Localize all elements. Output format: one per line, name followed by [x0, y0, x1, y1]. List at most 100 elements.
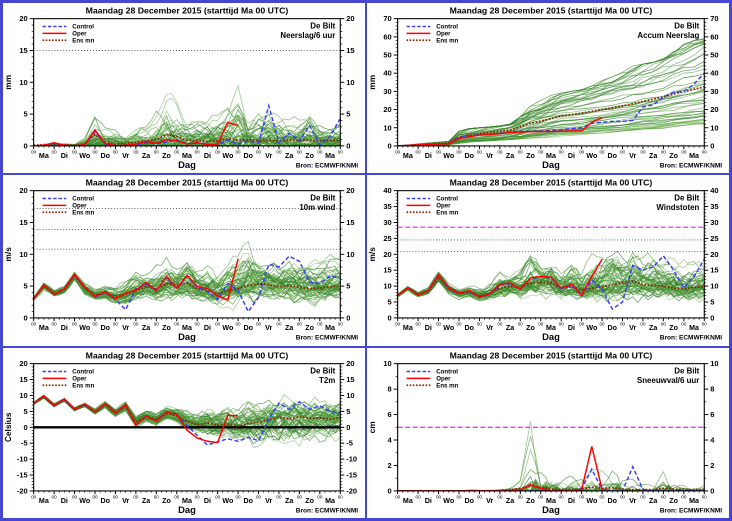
svg-text:-15: -15: [346, 470, 357, 479]
source-label: Bron: ECMWF/KNMI: [660, 162, 722, 169]
svg-text:Vr: Vr: [629, 325, 636, 333]
y-axis-title: mm: [367, 75, 377, 90]
svg-text:Wo: Wo: [222, 497, 234, 505]
svg-text:Za: Za: [285, 325, 293, 333]
svg-text:00: 00: [436, 322, 442, 327]
svg-text:Vr: Vr: [122, 325, 129, 333]
svg-text:5: 5: [388, 298, 392, 307]
svg-text:Control: Control: [72, 24, 94, 31]
svg-text:50: 50: [383, 51, 391, 60]
x-axis-title: Dag: [178, 332, 196, 342]
station-label: De Bilt: [310, 194, 335, 203]
svg-text:00: 00: [52, 149, 58, 154]
svg-text:00: 00: [215, 322, 221, 327]
svg-text:00: 00: [661, 149, 667, 154]
svg-text:00: 00: [297, 322, 303, 327]
svg-text:00: 00: [92, 494, 98, 499]
svg-text:20: 20: [346, 359, 354, 368]
svg-text:0: 0: [710, 142, 714, 151]
svg-text:00: 00: [620, 322, 626, 327]
svg-text:10: 10: [19, 78, 27, 87]
panel-neerslag-6uur: 0 0 5 5 10 10 15 15 20 20 mm 00 00 00 00 00 00 00 00 00 00 00…: [2, 2, 366, 175]
svg-text:00: 00: [154, 494, 160, 499]
svg-text:00: 00: [579, 494, 585, 499]
svg-text:00: 00: [640, 494, 646, 499]
svg-text:Zo: Zo: [526, 325, 535, 333]
svg-text:50: 50: [710, 51, 718, 60]
svg-text:00: 00: [661, 494, 667, 499]
svg-text:00: 00: [477, 494, 483, 499]
svg-text:10: 10: [383, 123, 391, 132]
svg-text:20: 20: [710, 250, 718, 259]
svg-text:Di: Di: [204, 325, 211, 333]
svg-text:Control: Control: [436, 24, 458, 31]
ensemble-lines: [397, 420, 705, 491]
svg-text:Ma: Ma: [182, 497, 192, 505]
svg-text:Wo: Wo: [443, 152, 455, 160]
svg-text:Ma: Ma: [546, 497, 556, 505]
panel-10m-wind: 0 0 5 5 10 10 15 15 20 20 m/s 00 00 00 00 00 00 00 00 00 00 0…: [2, 174, 366, 347]
svg-text:00: 00: [600, 149, 606, 154]
svg-text:00: 00: [681, 149, 687, 154]
svg-text:Ma: Ma: [403, 152, 413, 160]
svg-text:Za: Za: [142, 325, 150, 333]
svg-text:00: 00: [338, 494, 344, 499]
svg-text:5: 5: [346, 407, 350, 416]
svg-text:Ma: Ma: [546, 152, 556, 160]
source-label: Bron: ECMWF/KNMI: [660, 507, 722, 514]
svg-text:30: 30: [710, 87, 718, 96]
svg-text:Za: Za: [506, 497, 514, 505]
svg-text:Wo: Wo: [586, 325, 598, 333]
svg-text:Do: Do: [608, 497, 618, 505]
svg-text:Ma: Ma: [689, 152, 699, 160]
svg-text:Oper: Oper: [436, 203, 451, 210]
svg-text:00: 00: [174, 494, 180, 499]
svg-text:00: 00: [276, 322, 282, 327]
svg-text:00: 00: [395, 322, 401, 327]
svg-text:00: 00: [72, 322, 78, 327]
svg-text:00: 00: [681, 322, 687, 327]
svg-text:Ma: Ma: [325, 497, 335, 505]
svg-text:Di: Di: [204, 497, 211, 505]
svg-text:00: 00: [497, 494, 503, 499]
svg-text:Do: Do: [464, 325, 474, 333]
svg-text:00: 00: [113, 322, 119, 327]
svg-text:10: 10: [383, 282, 391, 291]
svg-text:Vr: Vr: [122, 497, 129, 505]
svg-text:20: 20: [383, 105, 391, 114]
svg-text:Vr: Vr: [486, 152, 493, 160]
svg-text:70: 70: [710, 14, 718, 23]
svg-text:Vr: Vr: [265, 497, 272, 505]
svg-text:Control: Control: [72, 368, 94, 375]
svg-text:30: 30: [710, 218, 718, 227]
svg-text:00: 00: [256, 322, 262, 327]
svg-text:Ens mn: Ens mn: [436, 37, 458, 44]
svg-text:00: 00: [456, 494, 462, 499]
svg-text:Control: Control: [72, 196, 94, 203]
svg-text:00: 00: [416, 149, 422, 154]
ensemble-lines: [397, 38, 705, 146]
svg-text:5: 5: [24, 110, 28, 119]
svg-text:0: 0: [24, 423, 28, 432]
svg-text:Di: Di: [61, 497, 68, 505]
station-label: De Bilt: [674, 21, 699, 30]
svg-text:20: 20: [346, 14, 354, 23]
panel-title: Maandag 28 December 2015 (starttijd Ma 0…: [450, 350, 653, 360]
svg-text:70: 70: [383, 14, 391, 23]
y-axis-title: Celsius: [3, 412, 13, 442]
svg-text:Do: Do: [100, 152, 110, 160]
svg-text:Ma: Ma: [325, 152, 335, 160]
svg-text:00: 00: [681, 494, 687, 499]
svg-text:00: 00: [497, 149, 503, 154]
svg-text:Ma: Ma: [39, 325, 49, 333]
svg-text:00: 00: [416, 494, 422, 499]
svg-text:5: 5: [346, 110, 350, 119]
svg-text:00: 00: [52, 322, 58, 327]
svg-text:0: 0: [24, 314, 28, 323]
variable-label: T2m: [319, 376, 335, 385]
svg-text:00: 00: [113, 494, 119, 499]
svg-text:00: 00: [395, 149, 401, 154]
